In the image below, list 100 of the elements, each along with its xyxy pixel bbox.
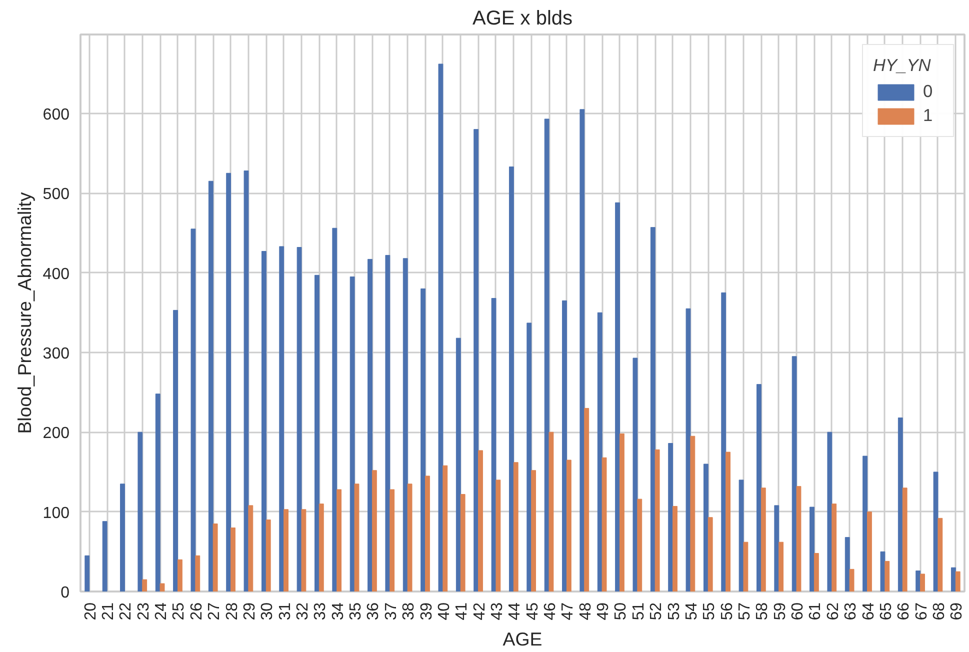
bar (279, 246, 284, 592)
bar (120, 484, 125, 592)
bar (442, 465, 448, 592)
bar (496, 480, 501, 592)
x-tick-label: 54 (683, 602, 700, 620)
bar (810, 506, 814, 592)
bar (792, 356, 797, 592)
x-tick-label: 56 (718, 602, 736, 620)
bar (314, 274, 320, 592)
x-tick-label: 57 (736, 602, 754, 620)
bar (950, 567, 956, 592)
x-tick-label: 35 (348, 602, 365, 620)
bar (738, 480, 744, 592)
bar (420, 288, 426, 592)
bar (933, 472, 938, 592)
x-tick-label: 50 (612, 602, 630, 620)
bar (938, 518, 943, 592)
x-tick-label: 69 (948, 602, 966, 620)
bar (284, 509, 288, 592)
bar (491, 298, 496, 592)
bar (372, 470, 377, 592)
x-axis-title: AGE (502, 628, 542, 650)
bar (844, 537, 850, 592)
x-tick-label: 21 (100, 602, 118, 620)
bar (619, 433, 624, 592)
legend-label: 1 (923, 105, 934, 126)
x-tick-label: 58 (754, 602, 772, 620)
x-tick-label: 44 (506, 602, 524, 620)
bar (190, 228, 196, 592)
bar (778, 542, 784, 592)
bar (672, 506, 678, 592)
bar (460, 494, 466, 592)
x-tick-label: 25 (170, 602, 188, 620)
x-tick-label: 47 (560, 602, 577, 620)
x-tick-label: 55 (701, 602, 718, 620)
x-tick-label: 33 (312, 602, 330, 620)
y-tick-label: 0 (60, 584, 70, 602)
x-tick-label: 48 (577, 602, 594, 620)
legend-title: HY_YN (873, 55, 932, 76)
bar (478, 450, 483, 592)
x-tick-label: 49 (595, 602, 612, 620)
y-tick-label: 100 (42, 504, 70, 522)
x-tick-label: 34 (330, 602, 347, 620)
bar (703, 464, 708, 592)
x-tick-label: 68 (930, 602, 948, 620)
x-tick-label: 43 (488, 602, 506, 620)
x-tick-label: 24 (153, 602, 170, 620)
bar (508, 166, 514, 592)
bar (650, 227, 656, 592)
bar (142, 579, 148, 592)
bar (827, 432, 832, 592)
y-tick-label: 500 (42, 186, 70, 204)
x-tick-label: 61 (807, 602, 824, 620)
bar (955, 571, 960, 592)
bar (849, 568, 854, 592)
bar (318, 504, 324, 592)
x-tick-label: 64 (860, 602, 878, 620)
bar (244, 170, 249, 592)
bar (385, 254, 390, 592)
y-tick-label: 600 (42, 106, 70, 124)
x-tick-label: 51 (630, 602, 648, 620)
bar (248, 505, 254, 592)
x-tick-label: 26 (188, 602, 206, 620)
y-tick-label: 200 (42, 425, 70, 442)
bar (138, 432, 143, 592)
bar (902, 488, 908, 592)
chart-title: AGE x blds (472, 8, 573, 30)
bar (832, 504, 837, 592)
x-tick-label: 52 (648, 602, 666, 620)
bar (726, 452, 730, 592)
bar (690, 436, 696, 592)
bar (615, 202, 620, 592)
bar (898, 418, 903, 592)
x-tick-label: 41 (454, 602, 471, 620)
x-tick-label: 45 (524, 602, 542, 620)
bar (160, 583, 165, 592)
bar (336, 489, 342, 592)
bar (867, 512, 872, 592)
bar (301, 509, 306, 592)
bar (332, 228, 338, 592)
bar (562, 300, 567, 592)
x-tick-label: 59 (772, 602, 789, 620)
bar (796, 486, 802, 592)
bar (916, 570, 921, 592)
bar (544, 118, 550, 592)
bar (686, 308, 691, 592)
bar (862, 456, 868, 592)
bar (531, 470, 536, 592)
bar (743, 542, 748, 592)
bar (668, 443, 674, 592)
x-tick-label: 23 (135, 602, 152, 620)
bar (880, 551, 886, 592)
bar (425, 476, 430, 592)
y-tick-label: 400 (42, 266, 70, 283)
bar (407, 484, 412, 592)
x-tick-label: 29 (241, 602, 258, 620)
bar (296, 247, 302, 592)
x-tick-label: 62 (824, 602, 842, 620)
bar (526, 322, 532, 592)
x-tick-label: 36 (365, 602, 382, 620)
